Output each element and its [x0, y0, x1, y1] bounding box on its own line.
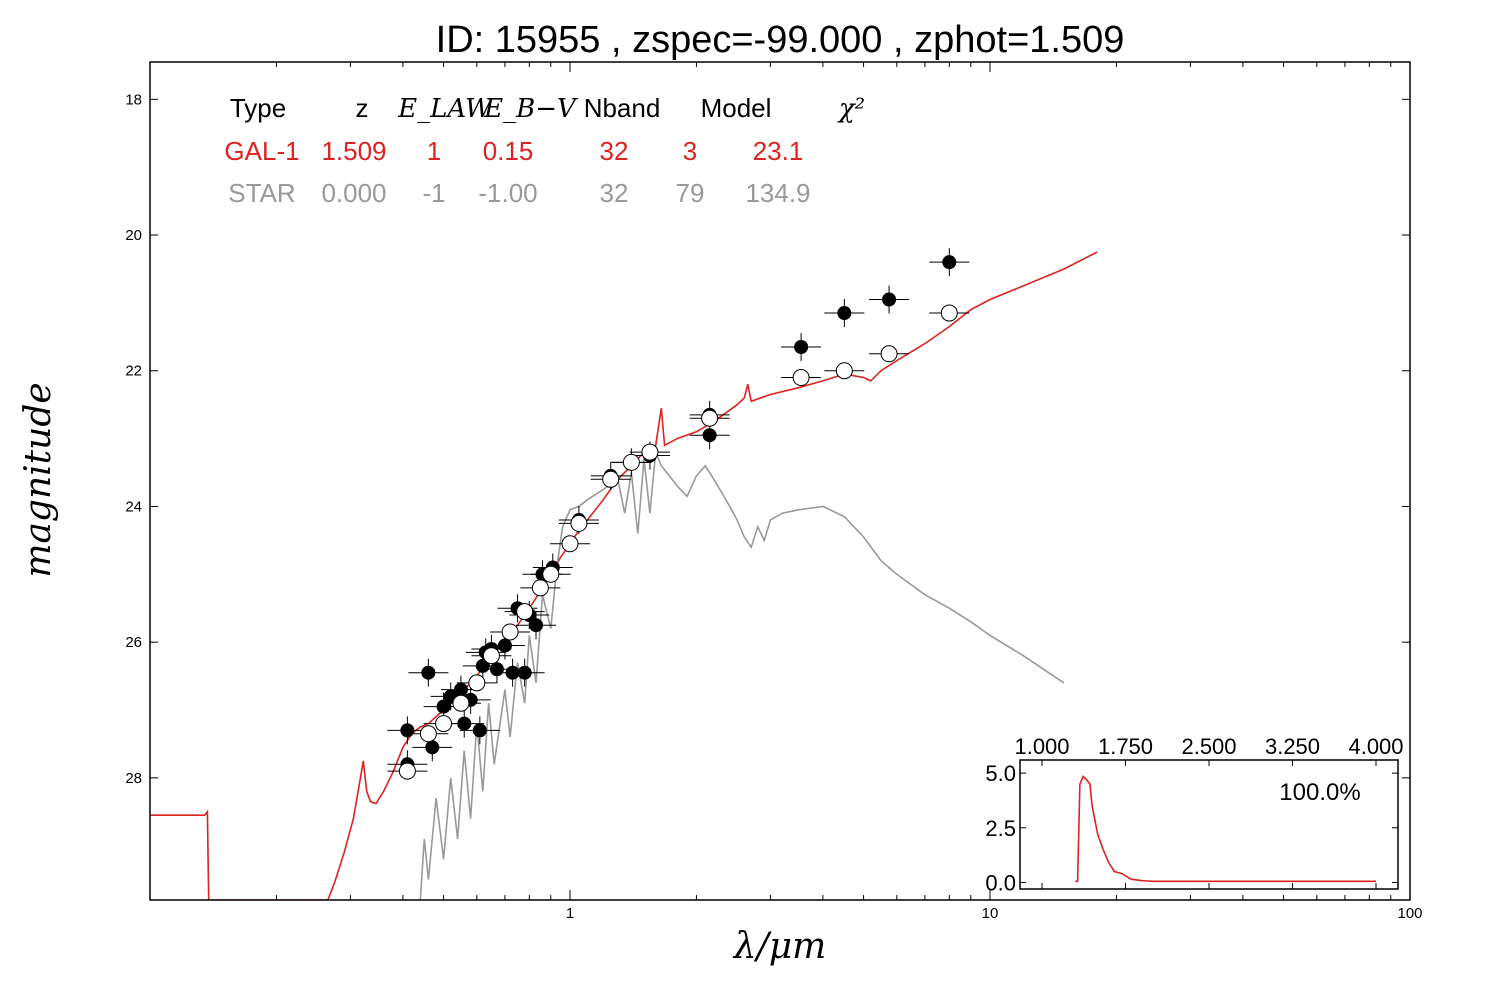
- x-axis-label: λ/μm: [732, 926, 826, 967]
- table-cell: 3: [683, 136, 697, 166]
- y-tick-label: 24: [125, 498, 142, 515]
- observed-point: [869, 285, 910, 314]
- inset-pdf-line: [1075, 774, 1376, 883]
- inset-y-tick-label: 0.0: [985, 870, 1016, 895]
- observed-point: [484, 631, 525, 660]
- main-axis-ticks: 1 10 100 18 20 22 24 26 28: [125, 62, 1423, 922]
- model-point: [689, 409, 730, 427]
- table-header: χ²: [837, 94, 865, 124]
- table-header: Nband: [584, 93, 661, 123]
- inset-x-tick-label: 2.500: [1181, 734, 1236, 759]
- model-point: [423, 715, 464, 733]
- model-point: [440, 694, 481, 712]
- x-tick-label: 1: [566, 905, 574, 922]
- table-header: E_LAW: [397, 94, 494, 124]
- y-tick-label: 26: [125, 634, 142, 651]
- inset-x-tick-label: 1.750: [1098, 734, 1153, 759]
- inset-annotation: 100.0%: [1279, 779, 1360, 806]
- inset-background: [1020, 760, 1398, 889]
- table-header: E_B−V: [483, 94, 578, 124]
- y-tick-label: 22: [125, 363, 142, 380]
- inset-x-tick-label: 4.000: [1348, 734, 1403, 759]
- observed-point: [504, 658, 545, 687]
- model-point: [929, 304, 970, 322]
- observed-point: [929, 248, 970, 277]
- observed-point: [516, 611, 557, 640]
- redshift-pdf-inset: 1.000 1.750 2.500 3.250 4.000 0.0 2.5 5.0 100.0…: [985, 734, 1403, 895]
- series-line-star: [419, 451, 1065, 900]
- model-point: [550, 535, 590, 553]
- inset-y-tick-label: 2.5: [985, 816, 1016, 841]
- model-point: [520, 579, 561, 597]
- x-tick-label: 100: [1397, 905, 1422, 922]
- observed-point: [408, 658, 449, 687]
- model-point: [629, 443, 670, 461]
- inset-x-tick-label: 3.250: [1265, 734, 1320, 759]
- table-cell: -1.00: [478, 178, 537, 208]
- y-axis-label: magnitude: [18, 382, 59, 577]
- table-cell: 1.509: [321, 136, 386, 166]
- inset-axis-ticks: 1.000 1.750 2.500 3.250 4.000 0.0 2.5 5.0: [985, 734, 1403, 895]
- model-point: [456, 674, 497, 692]
- inset-x-tick-label: 1.000: [1014, 734, 1069, 759]
- model-point: [387, 762, 428, 780]
- observed-point: [459, 716, 500, 745]
- x-tick-label: 10: [982, 905, 999, 922]
- table-cell: GAL-1: [224, 136, 299, 166]
- table-cell: 23.1: [753, 136, 804, 166]
- main-plot-frame: [149, 61, 1411, 901]
- inset-series-group: [1075, 774, 1376, 883]
- inset-frame: [1019, 759, 1399, 890]
- y-tick-label: 20: [125, 227, 142, 244]
- model-point: [611, 453, 652, 471]
- table-cell: 32: [600, 178, 629, 208]
- table-header: Type: [230, 93, 286, 123]
- model-point: [869, 345, 910, 363]
- model-point: [530, 565, 571, 583]
- y-tick-label: 18: [125, 91, 142, 108]
- table-cell: 32: [600, 136, 629, 166]
- observed-point: [824, 299, 865, 328]
- table-cell: 1: [427, 136, 441, 166]
- table-cell: 0.15: [483, 136, 534, 166]
- model-point: [781, 369, 822, 387]
- table-header: z: [356, 93, 369, 123]
- table-cell: 0.000: [321, 178, 386, 208]
- series-line-gal-1: [150, 251, 1098, 900]
- model-point: [824, 362, 865, 380]
- table-header: Model: [701, 93, 772, 123]
- model-point: [558, 514, 599, 532]
- table-cell: 134.9: [745, 178, 810, 208]
- chart-title: ID: 15955 , zspec=-99.000 , zphot=1.509: [436, 19, 1125, 61]
- model-point: [408, 725, 449, 743]
- table-cell: 79: [676, 178, 705, 208]
- table-cell: STAR: [228, 178, 295, 208]
- inset-y-tick-label: 5.0: [985, 761, 1016, 786]
- y-tick-label: 28: [125, 770, 142, 787]
- model-point: [471, 647, 512, 665]
- table-cell: -1: [422, 178, 445, 208]
- observed-point: [781, 332, 822, 361]
- model-point: [504, 603, 545, 621]
- main-series-group: [150, 248, 1098, 900]
- model-point: [490, 623, 531, 641]
- observed-point: [412, 733, 453, 762]
- model-point: [590, 470, 631, 488]
